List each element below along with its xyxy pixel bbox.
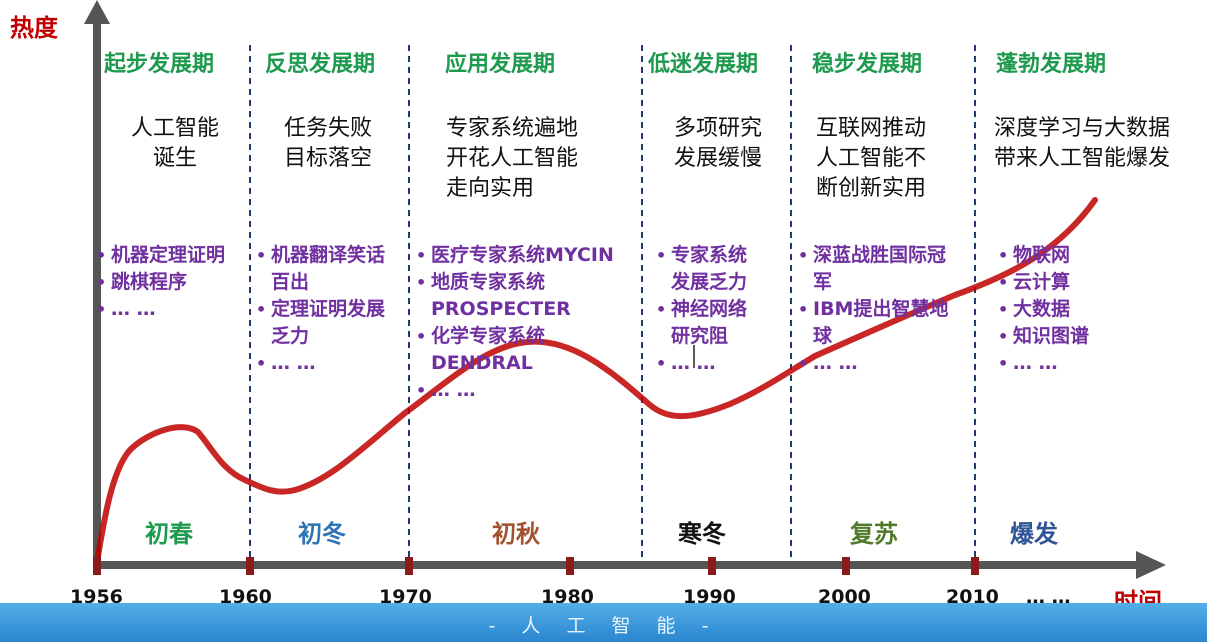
list-item: 机器翻译笑话: [256, 242, 385, 269]
list-item: … …: [416, 377, 614, 404]
list-item: 神经网络: [656, 296, 747, 323]
tick-1980: [566, 557, 574, 575]
list-item: 定理证明发展: [256, 296, 385, 323]
list-item: 机器定理证明: [96, 242, 225, 269]
footer-title: - 人 工 智 能 -: [488, 615, 719, 637]
footer-bar: - 人 工 智 能 -: [0, 603, 1207, 642]
list-item: 专家系统: [656, 242, 747, 269]
tick-1960: [246, 557, 254, 575]
period-name-4: 低迷发展期: [648, 52, 759, 77]
list-item: 乏力: [271, 325, 310, 347]
season-label-3: 初秋: [492, 520, 540, 548]
list-item: 大数据: [998, 296, 1089, 323]
period-items-5: 深蓝战胜国际冠 军 IBM提出智慧地 球 … …: [798, 242, 948, 377]
list-item: … …: [998, 350, 1089, 377]
list-item: 医疗专家系统MYCIN: [416, 242, 614, 269]
list-item: DENDRAL: [431, 352, 533, 374]
description-line: 专家系统遍地: [446, 116, 579, 141]
description-line: 多项研究: [673, 116, 762, 141]
list-item: 地质专家系统: [416, 269, 614, 296]
tick-1956: [93, 557, 101, 575]
year-label-1960: 1960: [219, 586, 272, 608]
list-item: IBM提出智慧地: [798, 296, 948, 323]
period-dividers: [249, 45, 976, 560]
period-items-3: 医疗专家系统MYCIN 地质专家系统 PROSPECTER 化学专家系统 DEN…: [416, 242, 614, 404]
season-label-2: 初冬: [298, 520, 346, 548]
y-axis-arrow: [84, 0, 110, 24]
season-label-1: 初春: [145, 520, 193, 548]
list-item: PROSPECTER: [431, 298, 571, 320]
period-name-1: 起步发展期: [104, 52, 215, 77]
season-label-5: 复苏: [850, 520, 898, 548]
description-line: 开花人工智能: [446, 146, 579, 171]
description-line: 人工智能: [130, 116, 219, 141]
list-item: 发展乏力: [671, 271, 748, 293]
description-line: 断创新实用: [816, 176, 927, 201]
list-item: 跳棋程序: [96, 269, 225, 296]
period-description-5: 互联网推动 人工智能不 断创新实用: [816, 114, 926, 204]
tick-2000: [842, 557, 850, 575]
list-item: 百出: [271, 271, 310, 293]
period-description-4: 多项研究 发展缓慢: [660, 114, 776, 174]
period-description-6: 深度学习与大数据 带来人工智能爆发: [994, 114, 1170, 174]
description-line: 任务失败: [283, 116, 372, 141]
x-axis-arrow: [1136, 551, 1166, 579]
period-name-5: 稳步发展期: [812, 52, 923, 77]
description-line: 发展缓慢: [673, 146, 762, 171]
season-label-4: 寒冬: [678, 520, 726, 548]
description-line: 诞生: [152, 146, 197, 171]
list-item: 化学专家系统: [416, 323, 614, 350]
description-line: 目标落空: [283, 146, 372, 171]
list-item: 球: [813, 325, 833, 347]
period-name-6: 蓬勃发展期: [996, 52, 1107, 77]
year-label-1990: 1990: [683, 586, 736, 608]
list-item: 物联网: [998, 242, 1089, 269]
description-line: 带来人工智能爆发: [994, 146, 1171, 171]
period-description-1: 人工智能 诞生: [118, 114, 232, 174]
tick-2010: [971, 557, 979, 575]
tick-1970: [405, 557, 413, 575]
year-label-2000: 2000: [818, 586, 871, 608]
list-item: … …: [656, 350, 747, 377]
list-item: 知识图谱: [998, 323, 1089, 350]
period-items-1: 机器定理证明 跳棋程序 … …: [96, 242, 225, 323]
list-item: 深蓝战胜国际冠: [798, 242, 948, 269]
year-label-2010: 2010: [946, 586, 999, 608]
description-line: 深度学习与大数据: [994, 116, 1171, 141]
year-label-1956: 1956: [70, 586, 123, 608]
description-line: 人工智能不: [816, 146, 927, 171]
list-item: … …: [96, 296, 225, 323]
y-axis-title: 热度: [10, 14, 58, 42]
period-description-3: 专家系统遍地 开花人工智能 走向实用: [446, 114, 578, 204]
year-label-1970: 1970: [379, 586, 432, 608]
tick-1990: [708, 557, 716, 575]
list-item: … …: [798, 350, 948, 377]
description-line: 互联网推动: [816, 116, 927, 141]
list-item: … …: [256, 350, 385, 377]
description-line: 走向实用: [446, 176, 535, 201]
period-items-6: 物联网 云计算 大数据 知识图谱 … …: [998, 242, 1089, 377]
year-label-1980: 1980: [541, 586, 594, 608]
list-item: 云计算: [998, 269, 1089, 296]
list-item: 军: [813, 271, 833, 293]
list-item: 研究阻: [671, 325, 729, 347]
period-items-2: 机器翻译笑话 百出 定理证明发展 乏力 … …: [256, 242, 385, 377]
period-name-2: 反思发展期: [265, 52, 376, 77]
period-items-4: 专家系统 发展乏力 神经网络 研究阻 … …: [656, 242, 747, 377]
period-description-2: 任务失败 目标落空: [270, 114, 386, 174]
period-name-3: 应用发展期: [445, 52, 556, 77]
year-label-ellipsis: … …: [1026, 586, 1071, 608]
season-label-6: 爆发: [1010, 520, 1058, 548]
